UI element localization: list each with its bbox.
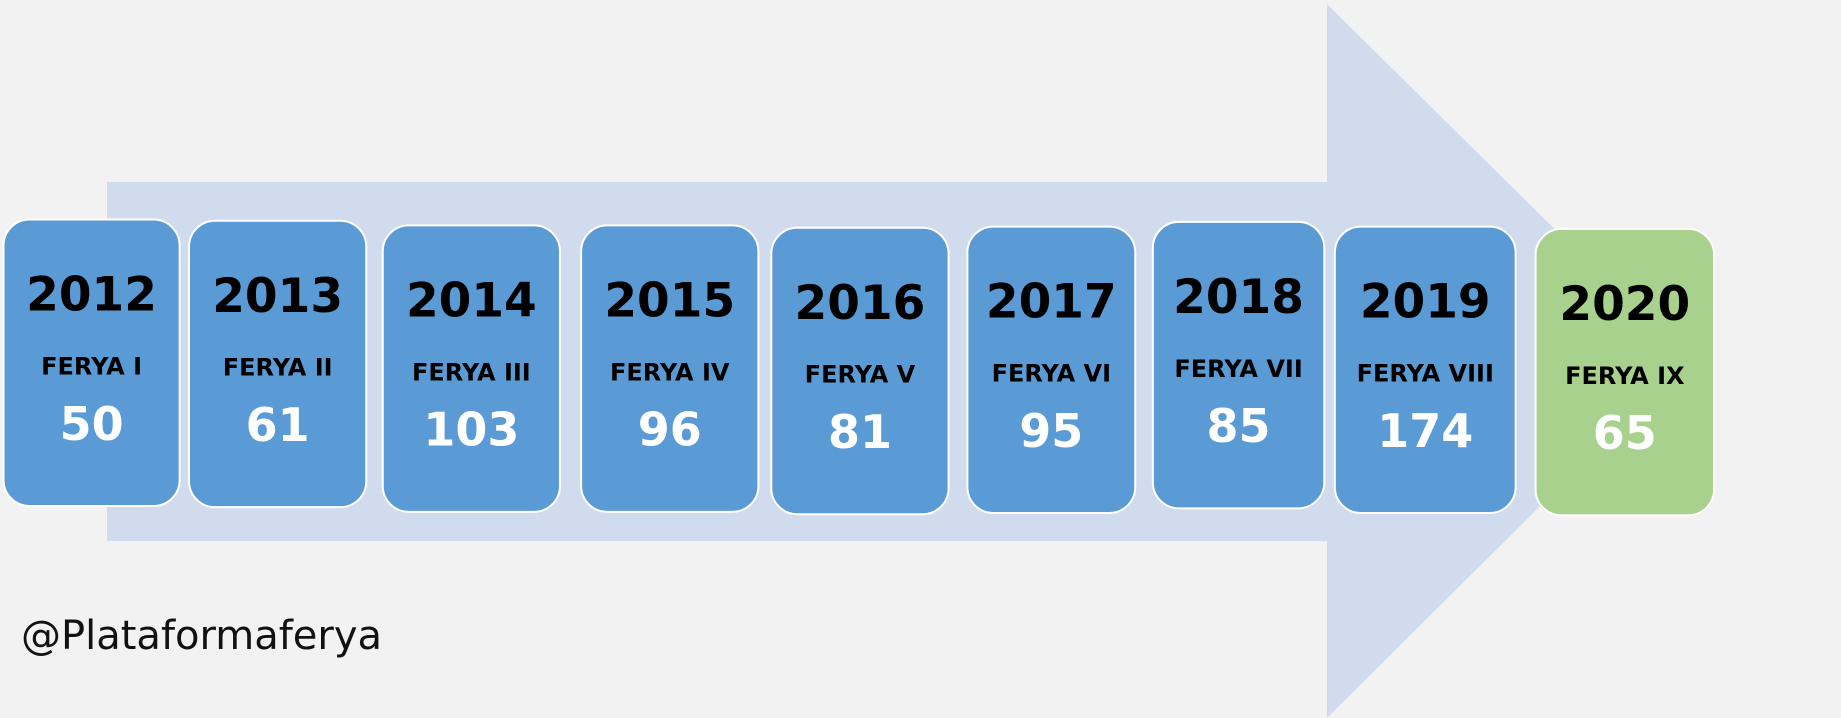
card [966, 225, 1137, 515]
card-year: 2020 [1559, 277, 1690, 332]
card [580, 224, 760, 513]
card-value: 103 [423, 403, 519, 457]
card-year: 2016 [795, 276, 926, 331]
card-year: 2014 [406, 274, 537, 329]
card [1534, 227, 1716, 517]
card-value: 61 [246, 398, 310, 452]
card-label: FERYA VI [992, 360, 1111, 388]
card [381, 224, 561, 513]
card-value: 174 [1377, 404, 1473, 458]
card-year: 2013 [212, 269, 343, 324]
card [2, 218, 181, 507]
card-value: 95 [1019, 404, 1083, 458]
card-year: 2012 [26, 268, 157, 323]
card [1333, 225, 1517, 515]
card-value: 81 [828, 405, 892, 459]
card-label: FERYA I [41, 352, 142, 380]
card-value: 65 [1593, 406, 1657, 460]
card-value: 85 [1207, 399, 1271, 453]
card [770, 226, 950, 516]
card-label: FERYA III [412, 358, 531, 386]
card [188, 219, 368, 509]
card-year: 2017 [986, 275, 1117, 330]
handle: @Plataformaferya [21, 613, 382, 659]
card-label: FERYA V [805, 361, 916, 389]
card-label: FERYA VII [1174, 355, 1302, 383]
card-value: 96 [638, 403, 702, 457]
card [1151, 220, 1326, 510]
card-year: 2019 [1360, 275, 1491, 330]
card-value: 50 [60, 397, 124, 451]
card-label: FERYA IX [1565, 362, 1685, 390]
card-label: FERYA II [223, 354, 333, 382]
card-label: FERYA IV [610, 358, 730, 386]
card-year: 2015 [604, 274, 735, 329]
card-year: 2018 [1173, 270, 1304, 325]
card-label: FERYA VIII [1357, 360, 1494, 388]
